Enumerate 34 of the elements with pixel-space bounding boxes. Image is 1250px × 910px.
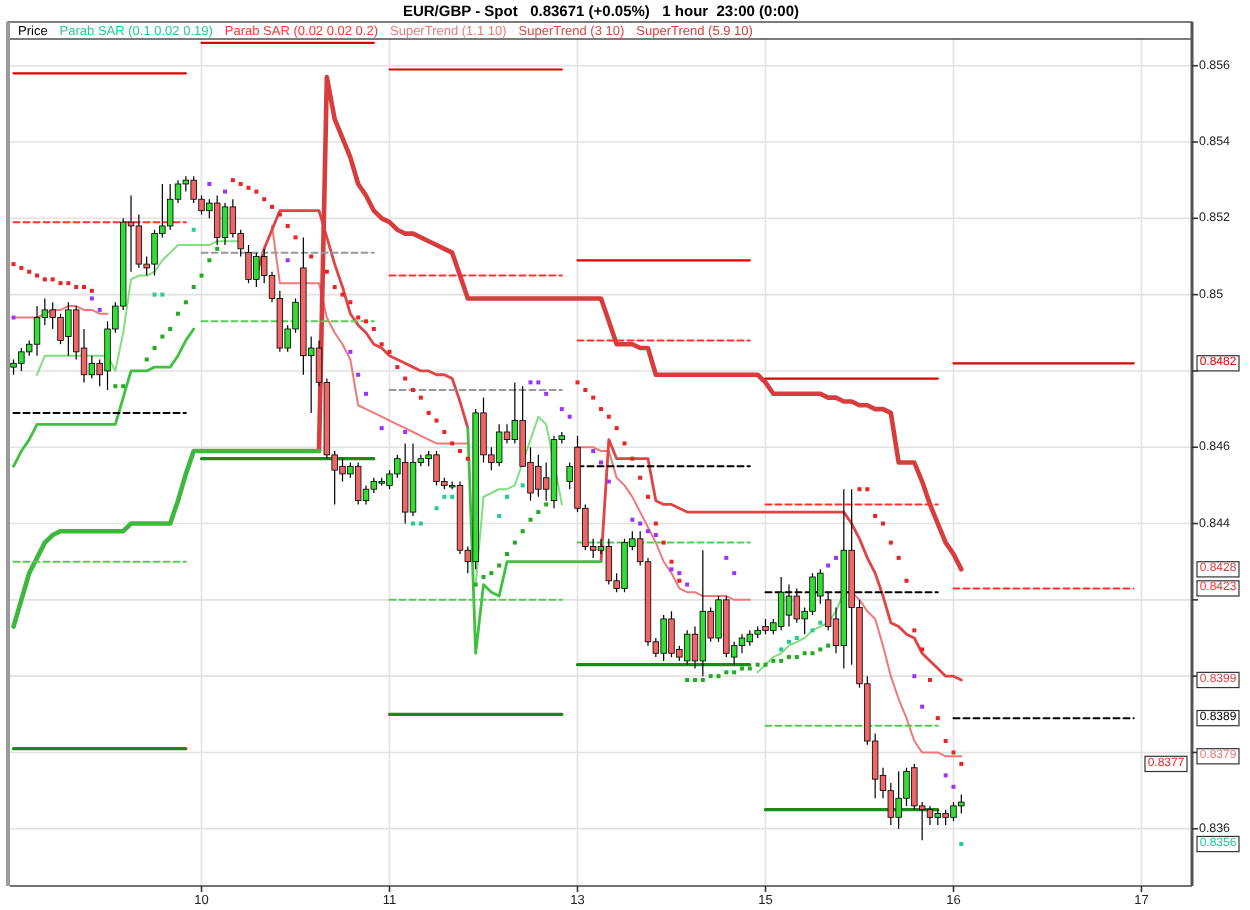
candlestick <box>253 252 260 288</box>
candlestick <box>605 538 613 586</box>
candlestick <box>88 355 96 380</box>
candlestick <box>668 610 675 658</box>
candlestick <box>950 801 957 822</box>
candlestick <box>354 461 362 506</box>
candlestick <box>245 244 252 284</box>
candlestick <box>817 568 824 605</box>
candlestick <box>926 805 934 826</box>
candlestick <box>660 614 667 662</box>
candlestick <box>57 313 64 345</box>
candlestick <box>911 763 918 811</box>
candlestick <box>535 454 542 498</box>
candlestick <box>809 572 816 616</box>
candlestick <box>221 202 229 246</box>
line-series <box>11 448 322 629</box>
candlestick <box>18 347 25 372</box>
candlestick <box>895 770 902 830</box>
candlestick <box>339 458 346 483</box>
candlestick <box>793 587 801 624</box>
candlestick <box>495 423 503 467</box>
candlestick <box>958 793 965 815</box>
candlestick <box>683 629 691 666</box>
candlestick <box>621 538 628 593</box>
candlestick <box>151 229 158 277</box>
candlestick <box>738 633 746 654</box>
candlestick <box>190 175 197 204</box>
candlestick <box>213 194 221 246</box>
candlestick <box>777 576 785 631</box>
candlestick <box>785 583 793 628</box>
candlestick <box>33 305 41 357</box>
candlestick <box>166 183 174 231</box>
candlestick <box>433 450 440 486</box>
candlestick <box>65 301 72 357</box>
